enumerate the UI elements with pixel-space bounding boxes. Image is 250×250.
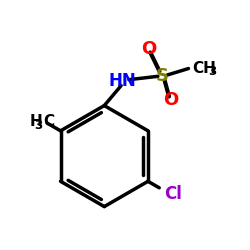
Text: Cl: Cl <box>164 185 182 203</box>
Text: HN: HN <box>108 72 136 90</box>
Text: CH: CH <box>192 60 216 76</box>
Text: S: S <box>156 67 169 85</box>
Text: O: O <box>163 92 178 110</box>
Text: O: O <box>141 40 156 58</box>
Text: 3: 3 <box>208 65 216 78</box>
Text: C: C <box>44 114 55 128</box>
Text: 3: 3 <box>34 119 42 132</box>
Text: H: H <box>30 114 42 128</box>
